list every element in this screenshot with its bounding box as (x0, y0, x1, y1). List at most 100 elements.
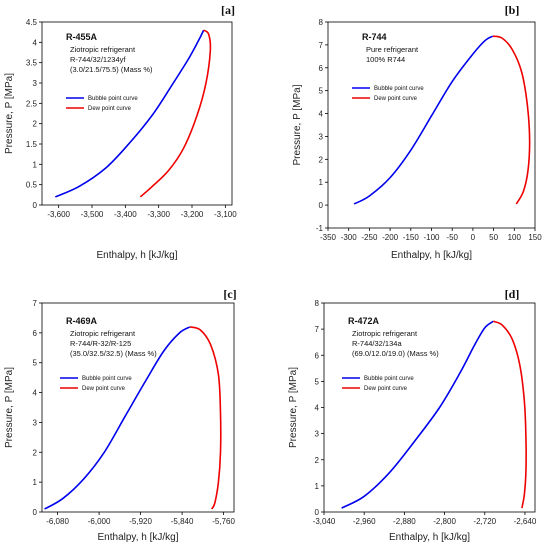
y-tick-label: 2 (319, 155, 324, 164)
y-tick-label: 8 (315, 299, 320, 308)
x-tick-label: -5,760 (212, 517, 235, 526)
x-tick-label: -50 (446, 233, 458, 242)
bubble-point-curve (353, 35, 494, 205)
y-tick-label: 4 (315, 404, 320, 413)
legend-entry: Bubble point curve (82, 376, 132, 382)
panel-label: [a] (221, 3, 235, 17)
y-tick-label: 3 (33, 79, 38, 88)
y-tick-label: 3 (319, 132, 324, 141)
y-tick-label: 8 (319, 18, 324, 27)
y-tick-label: 2 (33, 448, 38, 457)
y-tick-label: 0.5 (26, 181, 38, 190)
y-tick-label: 4 (33, 38, 38, 47)
x-tick-label: -2,960 (353, 517, 376, 526)
x-tick-label: -150 (403, 233, 420, 242)
y-axis-label: Pressure, P [MPa] (292, 84, 303, 165)
legend-entry: Dew point curve (374, 96, 418, 102)
x-tick-label: -3,500 (81, 210, 104, 219)
y-tick-label: 4 (319, 110, 324, 119)
legend-entry: Bubble point curve (364, 376, 414, 382)
x-tick-label: -250 (361, 233, 378, 242)
x-axis-label: Enthalpy, h [kJ/kg] (98, 532, 179, 543)
panel-label: [b] (505, 3, 520, 17)
x-tick-label: 0 (471, 233, 476, 242)
y-tick-label: 7 (319, 41, 324, 50)
refrigerant-description-line: R-744/32/1234yf (70, 55, 126, 64)
plot-frame (41, 302, 235, 513)
x-tick-label: -5,920 (129, 517, 152, 526)
refrigerant-description-line: (3.0/21.5/75.5) (Mass %) (70, 65, 153, 74)
refrigerant-description-line: Ziotropic refrigerant (70, 329, 136, 338)
refrigerant-description-line: R-744/32/134a (352, 339, 402, 348)
y-tick-label: 7 (315, 325, 320, 334)
refrigerant-description-line: R-744/R-32/R-125 (70, 339, 131, 348)
x-tick-label: -2,800 (433, 517, 456, 526)
y-tick-label: 5 (315, 377, 320, 386)
x-tick-label: 100 (508, 233, 522, 242)
y-tick-label: 3 (315, 430, 320, 439)
plot-frame (41, 21, 233, 206)
x-tick-label: -2,880 (393, 517, 416, 526)
y-tick-label: 2.5 (26, 99, 38, 108)
x-tick-label: -200 (382, 233, 399, 242)
x-tick-label: -2,720 (473, 517, 496, 526)
y-tick-label: 1.5 (26, 140, 38, 149)
x-axis-label: Enthalpy, h [kJ/kg] (391, 250, 472, 261)
refrigerant-description-line: Pure refrigerant (366, 45, 419, 54)
y-tick-label: 3 (33, 418, 38, 427)
x-axis-label: Enthalpy, h [kJ/kg] (389, 532, 470, 543)
x-tick-label: -350 (320, 233, 337, 242)
y-tick-label: 0 (315, 508, 320, 517)
y-tick-label: 5 (33, 359, 38, 368)
y-tick-label: 6 (33, 329, 38, 338)
legend-entry: Dew point curve (364, 386, 408, 392)
y-tick-label: 0 (319, 201, 324, 210)
dew-point-curve (139, 29, 212, 198)
dew-point-curve (492, 320, 527, 509)
x-tick-label: -3,200 (181, 210, 204, 219)
y-tick-label: -1 (316, 224, 324, 233)
bubble-point-curve (341, 320, 494, 509)
panel-label: [d] (505, 287, 520, 301)
x-tick-label: -300 (341, 233, 358, 242)
refrigerant-name: R-455A (66, 32, 98, 42)
refrigerant-name: R-469A (66, 316, 98, 326)
y-tick-label: 6 (319, 64, 324, 73)
x-tick-label: -3,100 (214, 210, 237, 219)
x-tick-label: -3,600 (47, 210, 70, 219)
y-tick-label: 0 (33, 508, 38, 517)
refrigerant-name: R-744 (362, 32, 387, 42)
refrigerant-description-line: (35.0/32.5/32.5) (Mass %) (70, 349, 157, 358)
y-tick-label: 7 (33, 299, 38, 308)
bubble-point-curve (55, 29, 205, 198)
refrigerant-name: R-472A (348, 316, 380, 326)
bubble-point-curve (44, 326, 191, 510)
refrigerant-description-line: 100% R744 (366, 55, 405, 64)
x-tick-label: -100 (423, 233, 440, 242)
x-tick-label: -5,840 (171, 517, 194, 526)
plot-frame (327, 21, 536, 229)
y-tick-label: 6 (315, 351, 320, 360)
y-axis-label: Pressure, P [MPa] (4, 73, 15, 154)
y-tick-label: 1 (315, 482, 320, 491)
dew-point-curve (492, 35, 531, 205)
panel-label: [c] (223, 287, 236, 301)
x-tick-label: 50 (489, 233, 498, 242)
y-tick-label: 1 (319, 178, 324, 187)
chart-panel-3: -6,080 -6,000 -5,920 -5,840 -5,760 0 1 2 3 4 5 6 7 En… (4, 287, 237, 543)
x-tick-label: -3,400 (114, 210, 137, 219)
y-tick-label: 3.5 (26, 59, 38, 68)
refrigerant-description-line: Ziotropic refrigerant (70, 45, 136, 54)
dew-point-curve (189, 326, 222, 510)
y-tick-label: 5 (319, 87, 324, 96)
x-tick-label: -6,000 (88, 517, 111, 526)
y-tick-label: 1 (33, 478, 38, 487)
legend-entry: Dew point curve (88, 106, 132, 112)
y-tick-label: 2 (315, 456, 320, 465)
legend-entry: Bubble point curve (88, 96, 138, 102)
refrigerant-description-line: (69.0/12.0/19.0) (Mass %) (352, 349, 439, 358)
legend-entry: Bubble point curve (374, 86, 424, 92)
refrigerant-description-line: Ziotropic refrigerant (352, 329, 418, 338)
y-tick-label: 1 (33, 160, 38, 169)
